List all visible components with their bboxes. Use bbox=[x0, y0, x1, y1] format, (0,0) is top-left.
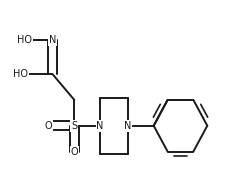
Text: N: N bbox=[96, 121, 103, 131]
Text: S: S bbox=[71, 121, 77, 131]
Text: N: N bbox=[49, 35, 56, 45]
Text: O: O bbox=[45, 121, 52, 131]
Text: HO: HO bbox=[17, 35, 32, 45]
Text: O: O bbox=[70, 147, 78, 157]
Text: HO: HO bbox=[13, 69, 28, 79]
Text: N: N bbox=[124, 121, 131, 131]
